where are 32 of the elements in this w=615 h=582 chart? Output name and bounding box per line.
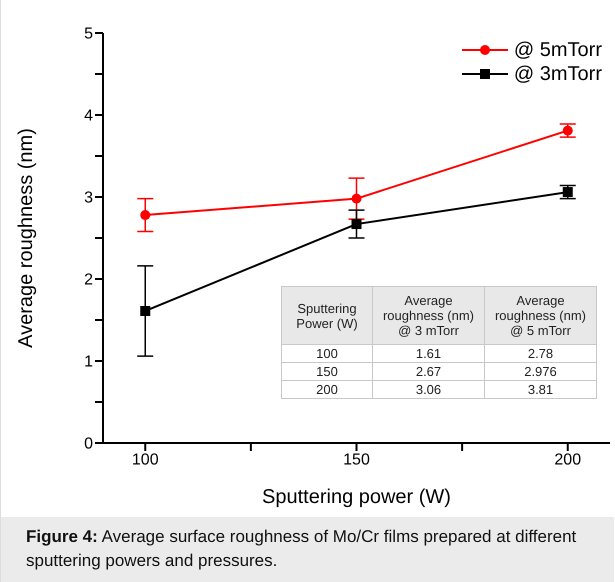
point	[140, 210, 150, 220]
y-tick-label: 3	[84, 190, 94, 207]
x-tick-label: 100	[132, 451, 159, 468]
annotation: 1.61	[372, 344, 484, 362]
y-tick-label: 2	[84, 272, 94, 289]
annotation: 2.976	[484, 362, 596, 380]
annotation: Average roughness (nm) @ 5 mTorr	[484, 286, 596, 344]
y-tick-label: 1	[84, 354, 94, 371]
point	[562, 126, 573, 136]
point	[140, 306, 150, 316]
annotation: 2.67	[372, 362, 484, 380]
legend-label: @ 3mTorr	[514, 62, 602, 86]
annotation: Sputtering Power (W)	[282, 286, 372, 344]
legend-label: @ 5mTorr	[514, 38, 602, 62]
x-axis-title: Sputtering power (W)	[262, 486, 451, 508]
annotation: 100	[282, 344, 372, 362]
annotation: Average roughness (nm) @ 3 mTorr	[372, 286, 484, 344]
annotation: 2.78	[484, 344, 596, 362]
caption: Figure 4: Average surface roughness of Mo/Cr films prepared at different sputtering powers and pressures.	[1, 517, 614, 582]
annotation: 3.81	[484, 380, 596, 398]
y-axis-title: Average roughness (nm)	[15, 128, 38, 348]
annotation: 150	[282, 362, 372, 380]
point	[352, 219, 362, 230]
y-tick-label: 4	[84, 108, 94, 125]
point	[562, 187, 573, 198]
x-tick-label: 200	[554, 451, 582, 468]
y-tick-label: 5	[84, 26, 94, 43]
point	[352, 194, 362, 204]
x-tick-label: 150	[343, 451, 370, 468]
y-tick-label: 0	[84, 436, 94, 453]
annotation: 3.06	[372, 380, 484, 398]
annotation: 200	[282, 380, 372, 398]
